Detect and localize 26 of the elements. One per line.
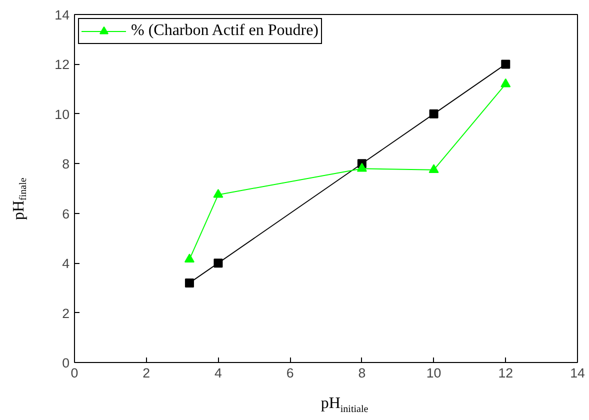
point <box>429 109 438 118</box>
x-tick-label: 8 <box>358 366 366 380</box>
y-tick-label: 10 <box>54 106 70 122</box>
y-tick-label: 0 <box>62 356 70 370</box>
x-tick-label: 12 <box>498 366 514 380</box>
y-tick-label: 6 <box>62 206 70 222</box>
x-tick-label: 10 <box>426 366 442 380</box>
point <box>184 254 194 262</box>
x-axis-title: pH$_{initiale}$ <box>320 394 368 418</box>
y-tick-label: 8 <box>62 156 70 172</box>
y-tick-label: 14 <box>54 8 70 22</box>
y-tick-label: 12 <box>54 57 70 72</box>
point <box>500 78 511 88</box>
x-tick-label: 14 <box>570 366 586 380</box>
point <box>214 258 223 268</box>
point <box>428 164 439 173</box>
y-tick-label: 4 <box>62 256 70 272</box>
point <box>501 60 510 69</box>
point <box>184 278 194 288</box>
x-tick-label: 6 <box>286 366 294 380</box>
point <box>356 162 367 172</box>
x-tick-label: 2 <box>142 366 150 380</box>
x-tick-label: 4 <box>214 366 223 380</box>
legend-label: % (Charbon Actif en Poudre) <box>131 22 319 40</box>
point <box>213 189 224 198</box>
y-tick-label: 2 <box>62 306 70 321</box>
